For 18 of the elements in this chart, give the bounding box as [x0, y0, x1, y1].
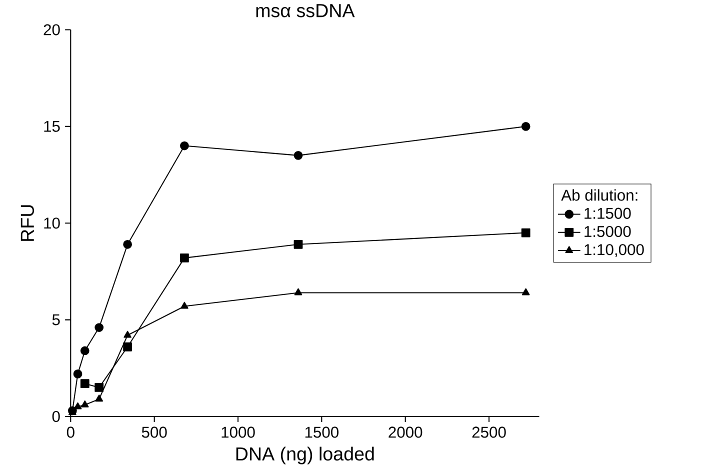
- x-tick-label: 2000: [388, 426, 422, 438]
- legend-label: 1:5000: [584, 226, 631, 238]
- x-tick-label: 500: [142, 426, 167, 438]
- y-tick-label: 20: [44, 24, 60, 36]
- y-tick-label: 0: [52, 410, 60, 422]
- legend-label: 1:1500: [584, 208, 631, 219]
- legend-title: Ab dilution:: [561, 189, 638, 201]
- y-tick-label: 10: [44, 218, 60, 229]
- chart-title: msα ssDNA: [256, 4, 355, 18]
- y-tick-label: 5: [52, 314, 60, 326]
- x-tick-label: 0: [66, 426, 74, 438]
- x-tick-label: 2500: [472, 426, 506, 438]
- legend-label: 1:10,000: [584, 244, 644, 258]
- y-axis-title: RFU: [20, 205, 34, 241]
- x-axis-title: DNA (ng) loaded: [236, 446, 374, 464]
- y-tick-label: 15: [44, 120, 60, 132]
- x-tick-label: 1500: [305, 426, 339, 438]
- x-tick-label: 1000: [222, 426, 255, 438]
